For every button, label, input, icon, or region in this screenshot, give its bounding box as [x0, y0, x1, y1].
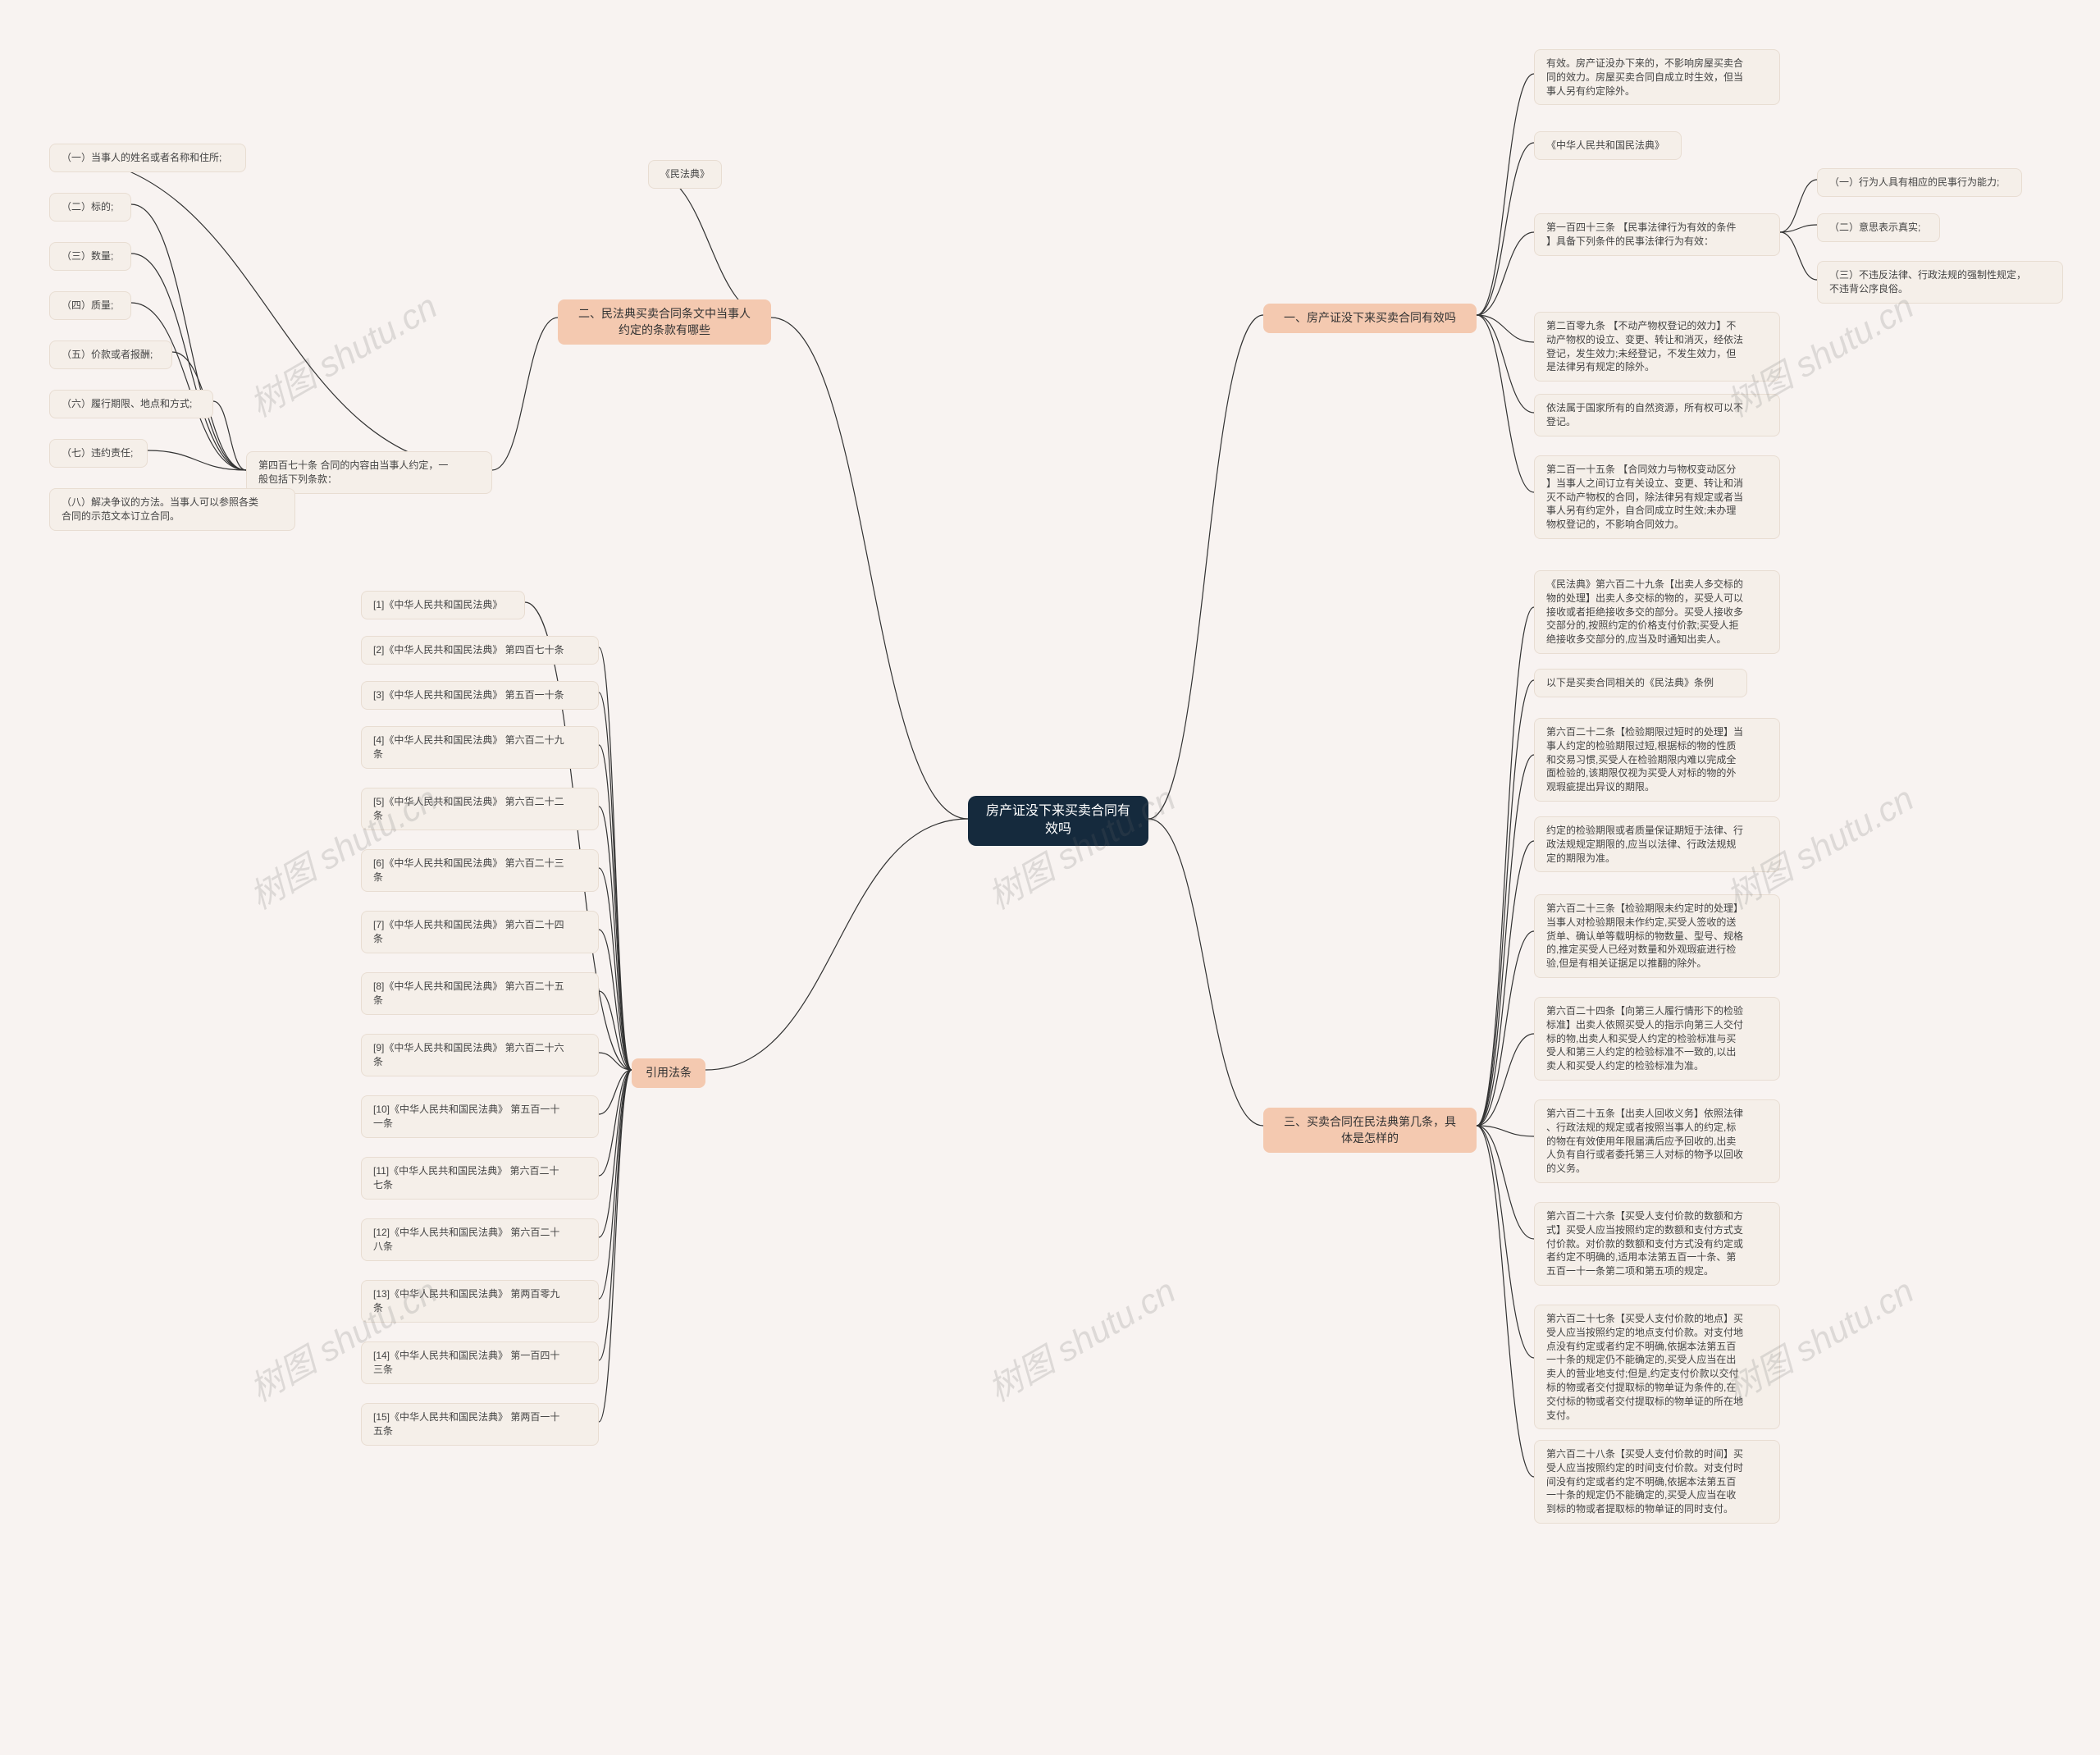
l3-6: 第六百二十四条【向第三人履行情形下的检验 标准】出卖人依照买受人的指示向第三人交…: [1534, 997, 1780, 1081]
l4-13: [13]《中华人民共和国民法典》 第两百零九 条: [361, 1280, 599, 1323]
l2-2-6: （六）履行期限、地点和方式;: [49, 390, 213, 418]
l4-5: [5]《中华人民共和国民法典》 第六百二十二 条: [361, 788, 599, 830]
l4-2: [2]《中华人民共和国民法典》 第四百七十条: [361, 636, 599, 665]
l3-10: 第六百二十八条【买受人支付价款的时间】买 受人应当按照约定的时间支付价款。对支付…: [1534, 1440, 1780, 1524]
l4-9: [9]《中华人民共和国民法典》 第六百二十六 条: [361, 1034, 599, 1076]
l3-5: 第六百二十三条【检验期限未约定时的处理】 当事人对检验期限未作约定,买受人签收的…: [1534, 894, 1780, 978]
l2-2-8: （八）解决争议的方法。当事人可以参照各类 合同的示范文本订立合同。: [49, 488, 295, 531]
l1-3: 第一百四十三条 【民事法律行为有效的条件 】具备下列条件的民事法律行为有效：: [1534, 213, 1780, 256]
root: 房产证没下来买卖合同有 效吗: [968, 796, 1148, 846]
l1-2: 《中华人民共和国民法典》: [1534, 131, 1682, 160]
connections-layer: [0, 0, 2100, 1755]
l3-8: 第六百二十六条【买受人支付价款的数额和方 式】买受人应当按照约定的数额和支付方式…: [1534, 1202, 1780, 1286]
l3-4: 约定的检验期限或者质量保证期短于法律、行 政法规规定期限的,应当以法律、行政法规…: [1534, 816, 1780, 872]
l1-6: 第二百一十五条 【合同效力与物权变动区分 】当事人之间订立有关设立、变更、转让和…: [1534, 455, 1780, 539]
l2-2-7: （七）违约责任;: [49, 439, 148, 468]
l2-2-4: （四）质量;: [49, 291, 131, 320]
m4: 引用法条: [632, 1058, 705, 1088]
mindmap-canvas: 房产证没下来买卖合同有 效吗 一、房产证没下来买卖合同有效吗 二、民法典买卖合同条文…: [0, 0, 2100, 1755]
l3-7: 第六百二十五条【出卖人回收义务】依照法律 、行政法规的规定或者按照当事人的约定,…: [1534, 1099, 1780, 1183]
l3-1: 《民法典》第六百二十九条【出卖人多交标的 物的处理】出卖人多交标的物的，买受人可…: [1534, 570, 1780, 654]
m1: 一、房产证没下来买卖合同有效吗: [1263, 304, 1477, 333]
l3-3: 第六百二十二条【检验期限过短时的处理】当 事人约定的检验期限过短,根据标的物的性…: [1534, 718, 1780, 802]
l2-1: 《民法典》: [648, 160, 722, 189]
l4-1: [1]《中华人民共和国民法典》: [361, 591, 525, 619]
l4-12: [12]《中华人民共和国民法典》 第六百二十 八条: [361, 1218, 599, 1261]
l1-4: 第二百零九条 【不动产物权登记的效力】不 动产物权的设立、变更、转让和消灭，经依…: [1534, 312, 1780, 382]
l4-14: [14]《中华人民共和国民法典》 第一百四十 三条: [361, 1341, 599, 1384]
m2: 二、民法典买卖合同条文中当事人 约定的条款有哪些: [558, 299, 771, 345]
l2-2: 第四百七十条 合同的内容由当事人约定，一 般包括下列条款：: [246, 451, 492, 494]
l3-9: 第六百二十七条【买受人支付价款的地点】买 受人应当按照约定的地点支付价款。对支付…: [1534, 1305, 1780, 1429]
l2-2-3: （三）数量;: [49, 242, 131, 271]
l4-3: [3]《中华人民共和国民法典》 第五百一十条: [361, 681, 599, 710]
l4-10: [10]《中华人民共和国民法典》 第五百一十 一条: [361, 1095, 599, 1138]
l1-3-1: （一）行为人具有相应的民事行为能力;: [1817, 168, 2022, 197]
l4-8: [8]《中华人民共和国民法典》 第六百二十五 条: [361, 972, 599, 1015]
m3: 三、买卖合同在民法典第几条，具 体是怎样的: [1263, 1108, 1477, 1153]
l4-6: [6]《中华人民共和国民法典》 第六百二十三 条: [361, 849, 599, 892]
l1-5: 依法属于国家所有的自然资源，所有权可以不 登记。: [1534, 394, 1780, 436]
l4-7: [7]《中华人民共和国民法典》 第六百二十四 条: [361, 911, 599, 953]
watermark: 树图 shutu.cn: [240, 279, 445, 427]
l1-3-3: （三）不违反法律、行政法规的强制性规定， 不违背公序良俗。: [1817, 261, 2063, 304]
l2-2-5: （五）价款或者报酬;: [49, 340, 172, 369]
l4-15: [15]《中华人民共和国民法典》 第两百一十 五条: [361, 1403, 599, 1446]
l3-2: 以下是买卖合同相关的《民法典》条例: [1534, 669, 1747, 697]
l4-11: [11]《中华人民共和国民法典》 第六百二十 七条: [361, 1157, 599, 1200]
l2-2-2: （二）标的;: [49, 193, 131, 222]
l1-3-2: （二）意思表示真实;: [1817, 213, 1940, 242]
l2-2-1: （一）当事人的姓名或者名称和住所;: [49, 144, 246, 172]
l4-4: [4]《中华人民共和国民法典》 第六百二十九 条: [361, 726, 599, 769]
l1-1: 有效。房产证没办下来的，不影响房屋买卖合 同的效力。房屋买卖合同自成立时生效，但…: [1534, 49, 1780, 105]
watermark: 树图 shutu.cn: [978, 1264, 1184, 1411]
